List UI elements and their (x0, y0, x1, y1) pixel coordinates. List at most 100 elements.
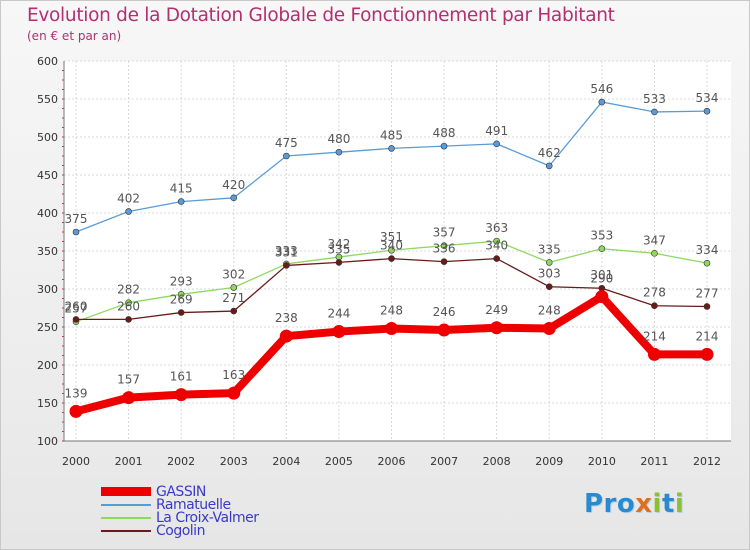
data-point (545, 162, 553, 170)
data-point (283, 262, 290, 269)
legend-swatch (101, 487, 151, 496)
data-label: 303 (538, 267, 561, 281)
x-tick-label: 2012 (693, 455, 721, 468)
x-tick-label: 2000 (62, 455, 90, 468)
x-tick-label: 2006 (378, 455, 406, 468)
data-point (388, 255, 395, 262)
data-label: 290 (590, 272, 613, 286)
data-label: 340 (485, 239, 508, 253)
data-point (72, 316, 80, 323)
data-point (542, 322, 556, 336)
data-label: 248 (538, 304, 561, 318)
data-label: 214 (643, 329, 666, 343)
data-point (545, 283, 553, 291)
y-tick-label: 200 (37, 359, 58, 372)
data-point (598, 245, 606, 253)
data-label: 357 (433, 226, 456, 240)
data-label: 161 (170, 370, 193, 384)
data-point (122, 391, 136, 405)
data-label: 269 (170, 293, 193, 307)
data-point (174, 388, 188, 402)
data-point (125, 316, 132, 323)
data-label: 420 (222, 178, 245, 192)
data-point (651, 249, 658, 257)
legend-label: Cogolin (156, 523, 205, 539)
data-point (177, 198, 185, 205)
data-point (230, 194, 238, 202)
x-tick-label: 2001 (115, 455, 143, 468)
data-label: 335 (327, 242, 350, 256)
y-tick-label: 550 (37, 93, 58, 106)
data-point (440, 142, 448, 150)
data-label: 415 (170, 182, 193, 196)
legend-label: La Croix-Valmer (156, 510, 259, 526)
data-label: 475 (275, 136, 298, 150)
legend-swatch (101, 504, 151, 506)
data-point (69, 404, 83, 418)
data-point (335, 259, 343, 266)
data-point (335, 148, 343, 156)
data-label: 163 (222, 368, 245, 382)
x-tick-label: 2002 (167, 455, 195, 468)
y-tick-label: 250 (37, 321, 58, 334)
y-tick-label: 300 (37, 283, 58, 296)
data-label: 546 (590, 82, 613, 96)
x-tick-label: 2005 (325, 455, 353, 468)
data-point (177, 291, 185, 298)
data-label: 248 (380, 304, 403, 318)
data-label: 534 (696, 91, 719, 105)
y-tick-label: 400 (37, 207, 58, 220)
data-point (283, 152, 290, 160)
data-label: 485 (380, 128, 403, 142)
data-label: 488 (433, 126, 456, 140)
data-label: 139 (65, 386, 88, 400)
legend-swatch (101, 517, 151, 519)
data-point (703, 259, 711, 267)
data-label: 260 (65, 299, 88, 313)
x-tick-label: 2004 (272, 455, 300, 468)
data-point (651, 108, 658, 116)
data-point (595, 290, 609, 304)
proxiti-logo: Proxiti (584, 489, 685, 519)
data-point (125, 208, 132, 215)
data-label: 277 (696, 286, 719, 300)
data-point (493, 140, 500, 148)
x-tick-label: 2011 (640, 455, 668, 468)
legend-label: Ramatuelle (156, 497, 231, 513)
data-label: 462 (538, 146, 561, 160)
data-label: 533 (643, 92, 666, 106)
data-label: 260 (117, 299, 140, 313)
data-label: 334 (696, 243, 719, 257)
legend-swatch (101, 530, 151, 532)
data-label: 340 (380, 239, 403, 253)
data-label: 214 (696, 329, 719, 343)
y-tick-label: 100 (37, 435, 58, 448)
data-point (700, 347, 714, 361)
data-label: 347 (643, 233, 666, 247)
data-label: 257 (65, 302, 88, 316)
data-point (227, 386, 241, 400)
data-point (437, 323, 451, 337)
data-label: 301 (590, 268, 613, 282)
data-point (385, 322, 398, 336)
data-point (388, 246, 395, 254)
x-tick-label: 2010 (588, 455, 616, 468)
data-point (703, 107, 711, 115)
data-label: 375 (65, 212, 88, 226)
data-label: 331 (275, 245, 298, 259)
data-label: 342 (327, 237, 350, 251)
data-label: 351 (380, 230, 403, 244)
data-point (230, 284, 238, 291)
data-point (651, 302, 658, 310)
data-point (493, 237, 500, 245)
data-label: 353 (590, 229, 613, 243)
x-tick-label: 2007 (430, 455, 458, 468)
data-label: 336 (433, 242, 456, 256)
x-tick-label: 2008 (483, 455, 511, 468)
data-point (647, 347, 661, 361)
data-point (545, 259, 553, 266)
data-label: 282 (117, 283, 140, 297)
y-tick-label: 350 (37, 245, 58, 258)
